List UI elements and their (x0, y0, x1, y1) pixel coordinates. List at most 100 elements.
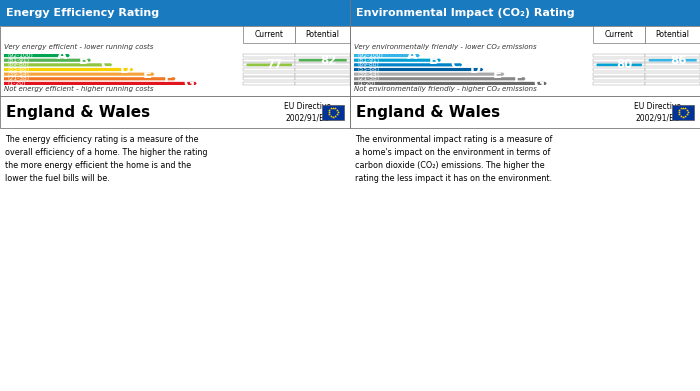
Bar (593, 26, 645, 43)
Bar (243, 73, 295, 76)
Bar (295, 54, 350, 57)
Text: D: D (470, 63, 481, 76)
Bar (295, 63, 350, 66)
Bar (593, 68, 645, 71)
Polygon shape (4, 63, 112, 66)
Text: C: C (100, 58, 110, 71)
Bar (243, 68, 295, 71)
Polygon shape (354, 63, 462, 66)
Text: (69-80): (69-80) (357, 62, 379, 67)
Text: Potential: Potential (305, 30, 340, 39)
Bar (672, 104, 694, 120)
Text: 82: 82 (320, 54, 337, 67)
Text: (1-20): (1-20) (357, 81, 375, 86)
Bar (295, 82, 350, 85)
Polygon shape (354, 68, 483, 71)
Text: (81-91): (81-91) (7, 58, 29, 63)
Text: F: F (164, 72, 173, 85)
Text: B: B (428, 54, 439, 67)
Text: A: A (407, 49, 417, 62)
Text: The energy efficiency rating is a measure of the
overall efficiency of a home. T: The energy efficiency rating is a measur… (5, 135, 207, 183)
Bar (593, 54, 645, 57)
Text: England & Wales: England & Wales (6, 104, 150, 120)
Text: EU Directive
2002/91/EC: EU Directive 2002/91/EC (634, 102, 682, 122)
Text: (1-20): (1-20) (7, 81, 25, 86)
Bar (243, 77, 295, 81)
Bar (322, 104, 344, 120)
Polygon shape (354, 59, 441, 62)
Text: (69-80): (69-80) (7, 62, 29, 67)
Polygon shape (596, 64, 642, 66)
Text: G: G (533, 77, 545, 90)
Polygon shape (4, 54, 70, 57)
Text: Current: Current (255, 30, 284, 39)
Bar (295, 59, 350, 62)
Text: Current: Current (605, 30, 634, 39)
Text: Not environmentally friendly - higher CO₂ emissions: Not environmentally friendly - higher CO… (354, 86, 537, 92)
Polygon shape (4, 68, 133, 71)
Bar (295, 77, 350, 81)
Polygon shape (4, 82, 197, 85)
Text: (21-38): (21-38) (7, 76, 29, 81)
Bar (295, 68, 350, 71)
Bar (645, 68, 700, 71)
Text: (55-68): (55-68) (7, 67, 29, 72)
Polygon shape (354, 73, 505, 76)
Text: (92-100): (92-100) (7, 53, 33, 58)
Text: F: F (514, 72, 523, 85)
Text: Very energy efficient - lower running costs: Very energy efficient - lower running co… (4, 44, 153, 50)
Text: G: G (183, 77, 195, 90)
Polygon shape (4, 59, 91, 62)
Bar (645, 77, 700, 81)
Bar (645, 73, 700, 76)
Bar (593, 73, 645, 76)
Text: E: E (493, 68, 502, 81)
Bar (350, 26, 700, 96)
Bar (243, 59, 295, 62)
Bar (645, 82, 700, 85)
Text: (81-91): (81-91) (357, 58, 379, 63)
Bar (243, 63, 295, 66)
Text: (55-68): (55-68) (357, 67, 379, 72)
Bar (0, 96, 350, 128)
Text: A: A (57, 49, 67, 62)
Bar (243, 82, 295, 85)
Text: C: C (450, 58, 460, 71)
Bar (243, 26, 295, 43)
Bar (593, 77, 645, 81)
Polygon shape (648, 59, 696, 61)
Bar (295, 26, 350, 43)
Bar (0, 0, 350, 26)
Polygon shape (246, 64, 292, 66)
Bar (645, 54, 700, 57)
Bar (593, 59, 645, 62)
Polygon shape (4, 73, 155, 76)
Text: (92-100): (92-100) (357, 53, 383, 58)
Text: 77: 77 (267, 58, 283, 71)
Text: The environmental impact rating is a measure of
a home's impact on the environme: The environmental impact rating is a mea… (355, 135, 552, 183)
Bar (350, 0, 700, 26)
Polygon shape (354, 77, 526, 81)
Text: England & Wales: England & Wales (356, 104, 500, 120)
Text: EU Directive
2002/91/EC: EU Directive 2002/91/EC (284, 102, 332, 122)
Text: Very environmentally friendly - lower CO₂ emissions: Very environmentally friendly - lower CO… (354, 44, 537, 50)
Text: (39-54): (39-54) (357, 72, 379, 77)
Text: 86: 86 (670, 54, 687, 67)
Text: Energy Efficiency Rating: Energy Efficiency Rating (6, 8, 159, 18)
Text: (39-54): (39-54) (7, 72, 29, 77)
Bar (645, 59, 700, 62)
Text: Environmental Impact (CO₂) Rating: Environmental Impact (CO₂) Rating (356, 8, 575, 18)
Text: B: B (78, 54, 89, 67)
Bar (593, 82, 645, 85)
Bar (645, 26, 700, 43)
Polygon shape (354, 82, 547, 85)
Text: Not energy efficient - higher running costs: Not energy efficient - higher running co… (4, 86, 153, 92)
Polygon shape (298, 59, 346, 61)
Polygon shape (4, 77, 176, 81)
Bar (0, 26, 350, 96)
Polygon shape (354, 54, 420, 57)
Bar (645, 63, 700, 66)
Bar (243, 54, 295, 57)
Text: 80: 80 (616, 58, 633, 71)
Bar (593, 63, 645, 66)
